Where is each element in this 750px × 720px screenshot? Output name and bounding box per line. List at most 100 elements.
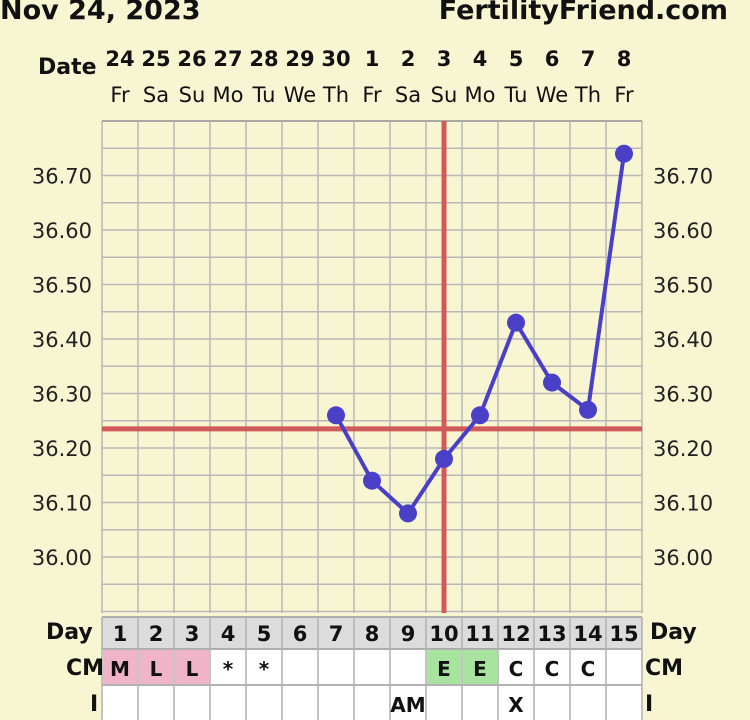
cm-value: C	[509, 657, 524, 681]
intercourse-label-left: I	[90, 692, 98, 717]
weekday-header: We	[284, 83, 316, 107]
cycle-day: 4	[221, 622, 236, 646]
cm-value: M	[110, 657, 130, 681]
ytick-left: 36.60	[32, 219, 92, 243]
ytick-left: 36.70	[32, 165, 92, 189]
cm-label-right: CM	[645, 656, 683, 681]
cycle-day: 2	[149, 622, 164, 646]
day-row-bg	[102, 617, 642, 649]
cm-value: *	[223, 657, 234, 681]
cm-cell-3	[175, 650, 209, 684]
cycle-day: 8	[365, 622, 380, 646]
date-header: 2	[401, 47, 416, 71]
weekday-header: Fr	[110, 83, 130, 107]
temperature-series	[327, 144, 633, 523]
weekday-header: Su	[179, 83, 206, 107]
temperature-point	[327, 406, 345, 425]
temperature-point	[507, 313, 525, 332]
date-header: 7	[581, 47, 596, 71]
cm-value: L	[150, 657, 163, 681]
date-header: 30	[321, 47, 350, 71]
weekday-header: Fr	[614, 83, 634, 107]
weekday-header: Su	[431, 83, 458, 107]
ytick-right: 36.70	[653, 165, 713, 189]
cm-cell-11	[463, 650, 497, 684]
date-header: 4	[473, 47, 488, 71]
date-header: 28	[249, 47, 278, 71]
weekday-header: Mo	[465, 83, 496, 107]
date-label: Date	[38, 55, 97, 80]
cycle-day: 9	[401, 622, 416, 646]
ytick-left: 36.50	[32, 274, 92, 298]
weekday-header: Sa	[395, 83, 421, 107]
ytick-right: 36.10	[653, 492, 713, 516]
weekday-header: Mo	[213, 83, 244, 107]
day-label-left: Day	[46, 620, 93, 645]
ytick-right: 36.00	[653, 546, 713, 570]
date-header: 3	[437, 47, 452, 71]
cm-cell-10	[427, 650, 461, 684]
cycle-day: 12	[501, 622, 530, 646]
cycle-day: 7	[329, 622, 344, 646]
date-header: 24	[105, 47, 134, 71]
ytick-right: 36.50	[653, 274, 713, 298]
date-header: 27	[213, 47, 242, 71]
temperature-point	[399, 504, 417, 523]
cm-value: L	[186, 657, 199, 681]
cm-cells	[103, 650, 497, 684]
weekday-header: We	[536, 83, 568, 107]
temperature-point	[579, 400, 597, 419]
intercourse-mark: AM	[390, 693, 425, 717]
day-label-right: Day	[650, 620, 697, 645]
ytick-left: 36.30	[32, 383, 92, 407]
ytick-right: 36.60	[653, 219, 713, 243]
ytick-left: 36.40	[32, 328, 92, 352]
weekday-header: Tu	[504, 83, 528, 107]
temperature-point	[471, 406, 489, 425]
cycle-day: 13	[537, 622, 566, 646]
temperature-point	[435, 449, 453, 468]
cm-value: C	[581, 657, 596, 681]
weekday-header: Fr	[362, 83, 382, 107]
weekday-header: Th	[322, 83, 349, 107]
ytick-left: 36.20	[32, 437, 92, 461]
temperature-point	[363, 471, 381, 490]
weekday-header: Sa	[143, 83, 169, 107]
row-grid	[101, 616, 643, 720]
cm-value: E	[437, 657, 451, 681]
cm-cell-2	[139, 650, 173, 684]
temperature-point	[543, 373, 561, 392]
cycle-day: 15	[609, 622, 638, 646]
cm-label-left: CM	[66, 656, 104, 681]
cycle-day: 10	[429, 622, 458, 646]
cycle-day: 14	[573, 622, 602, 646]
intercourse-label-right: I	[645, 692, 653, 717]
cm-value: C	[545, 657, 560, 681]
cm-value: E	[473, 657, 487, 681]
cm-cell-1	[103, 650, 137, 684]
cycle-day: 11	[465, 622, 494, 646]
date-header: 29	[285, 47, 314, 71]
cm-value: *	[259, 657, 270, 681]
intercourse-mark: X	[508, 693, 524, 717]
weekday-header: Th	[574, 83, 601, 107]
ytick-left: 36.10	[32, 492, 92, 516]
column-headers: 24Fr25Sa26Su27Mo28Tu29We30Th1Fr2Sa3Su4Mo…	[105, 47, 634, 107]
ytick-right: 36.30	[653, 383, 713, 407]
date-header: 5	[509, 47, 524, 71]
cycle-day: 6	[293, 622, 308, 646]
ytick-right: 36.20	[653, 437, 713, 461]
y-axis-ticks: 36.00 36.00 36.10 36.10 36.20 36.20 36.30 36.30…	[32, 165, 713, 571]
date-header: 1	[365, 47, 380, 71]
cycle-day: 3	[185, 622, 200, 646]
date-header: 25	[141, 47, 170, 71]
intercourse-row-bg	[102, 685, 642, 720]
ytick-right: 36.40	[653, 328, 713, 352]
cycle-day: 1	[113, 622, 128, 646]
site-name: FertilityFriend.com	[438, 0, 728, 26]
date-header: 6	[545, 47, 560, 71]
weekday-header: Tu	[252, 83, 276, 107]
reference-lines	[102, 121, 642, 613]
